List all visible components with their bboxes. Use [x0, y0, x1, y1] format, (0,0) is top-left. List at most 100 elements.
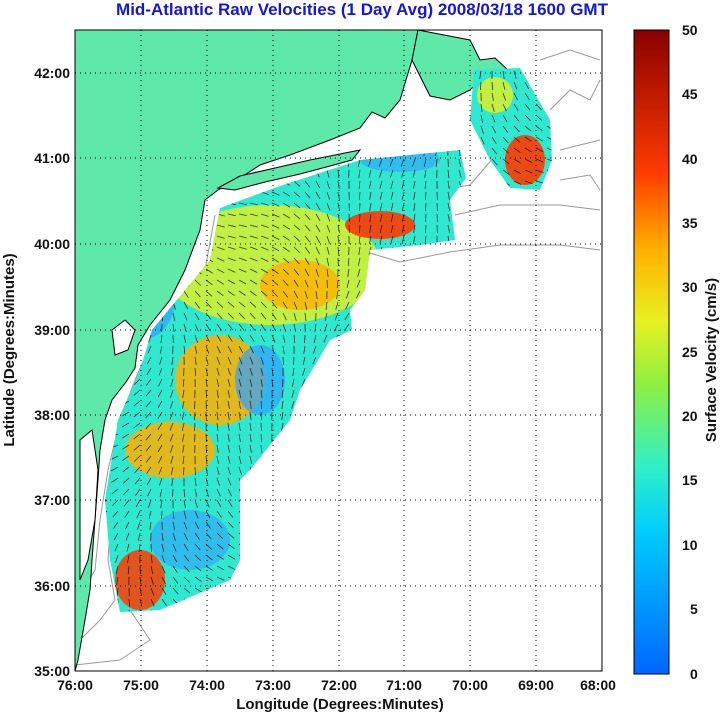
velocity-arrow: [293, 279, 299, 287]
velocity-arrow: [183, 554, 190, 562]
velocity-arrow: [172, 323, 175, 332]
velocity-arrow: [369, 202, 372, 211]
velocity-arrow: [281, 400, 284, 409]
velocity-arrow: [249, 213, 258, 217]
x-tick: 73:00: [255, 677, 291, 693]
velocity-arrow: [326, 224, 331, 233]
velocity-arrow: [194, 400, 196, 410]
velocity-arrow: [194, 499, 198, 508]
velocity-arrow: [183, 312, 188, 321]
velocity-arrow: [304, 312, 307, 321]
velocity-arrow: [271, 334, 276, 343]
colorbar-tick: 25: [682, 344, 698, 360]
velocity-arrow: [125, 521, 130, 530]
velocity-arrow: [216, 499, 222, 508]
velocity-arrow: [491, 114, 496, 123]
x-tick: 68:00: [580, 677, 616, 693]
velocity-arrow: [183, 334, 186, 343]
velocity-arrow: [435, 158, 438, 168]
velocity-arrow: [293, 312, 297, 321]
velocity-arrow: [343, 323, 350, 331]
velocity-arrow: [291, 389, 295, 398]
velocity-arrow: [216, 224, 225, 228]
velocity-arrow: [216, 235, 225, 239]
velocity-arrow: [357, 268, 361, 277]
velocity-arrow: [282, 268, 290, 275]
velocity-arrow: [205, 543, 213, 550]
velocity-arrow: [183, 499, 186, 508]
velocity-arrow: [249, 455, 253, 464]
velocity-arrow: [513, 92, 518, 101]
velocity-arrow: [401, 224, 405, 233]
velocity-arrow: [150, 576, 154, 585]
velocity-arrow: [390, 202, 394, 211]
velocity-arrow: [425, 224, 427, 234]
velocity-arrow: [390, 213, 394, 222]
velocity-arrow: [546, 125, 552, 131]
velocity-arrow: [157, 400, 163, 409]
velocity-arrow: [249, 334, 255, 343]
velocity-arrow: [304, 235, 311, 243]
velocity-arrow: [413, 224, 416, 233]
velocity-arrow: [133, 422, 141, 429]
velocity-arrow: [412, 169, 416, 178]
velocity-arrow: [379, 191, 383, 200]
velocity-arrow: [146, 367, 152, 376]
velocity-arrow: [194, 532, 200, 540]
velocity-arrow: [182, 378, 185, 387]
velocity-arrow: [502, 136, 509, 144]
velocity-arrow: [134, 466, 141, 474]
velocity-arrow: [133, 455, 141, 462]
velocity-arrow: [304, 257, 310, 266]
velocity-arrow: [535, 114, 543, 121]
velocity-arrow: [238, 268, 247, 273]
velocity-arrow: [146, 466, 152, 474]
velocity-arrow: [150, 554, 153, 563]
velocity-arrow: [216, 389, 219, 398]
velocity-arrow: [260, 433, 263, 443]
velocity-arrow: [227, 312, 234, 319]
velocity-arrow: [172, 565, 178, 573]
y-tick: 39:00: [34, 322, 70, 338]
colorbar-ticks: 50 45 40 35 30 25 20 15 10 5 0: [682, 22, 698, 682]
velocity-arrow: [260, 411, 262, 421]
plot-frame: [74, 29, 603, 672]
velocity-arrow: [335, 301, 339, 310]
velocity-arrow: [293, 356, 295, 366]
velocity-arrow: [159, 356, 163, 365]
velocity-arrow: [216, 290, 224, 297]
velocity-arrow: [326, 268, 329, 277]
velocity-arrow: [315, 290, 318, 299]
velocity-arrow: [546, 147, 552, 152]
velocity-arrow: [425, 191, 427, 201]
x-tick: 70:00: [452, 677, 488, 693]
velocity-arrow: [194, 543, 201, 551]
velocity-arrow: [238, 235, 247, 239]
velocity-arrow: [115, 554, 119, 563]
velocity-arrow: [358, 180, 361, 189]
velocity-arrow: [369, 224, 372, 233]
velocity-arrow: [293, 246, 300, 253]
velocity-arrow: [238, 378, 242, 387]
velocity-arrow: [357, 158, 361, 167]
velocity-arrow: [227, 290, 235, 296]
land-mass: [75, 30, 419, 671]
velocity-arrow: [535, 169, 544, 173]
velocity-arrow: [227, 422, 230, 431]
velocity-arrow: [369, 235, 372, 244]
velocity-arrow: [170, 378, 174, 387]
velocity-arrow: [227, 477, 232, 486]
velocity-arrow: [205, 367, 208, 376]
velocity-arrow: [133, 433, 141, 440]
velocity-arrow: [110, 455, 119, 460]
velocity-arrow: [205, 510, 211, 519]
velocity-arrow: [524, 81, 530, 90]
velocity-arrow: [205, 532, 212, 540]
velocity-arrow: [524, 147, 533, 153]
velocity-arrow: [183, 290, 189, 298]
velocity-arrow: [172, 576, 179, 584]
velocity-arrow: [379, 169, 383, 178]
velocity-arrow: [282, 279, 289, 287]
colorbar-tick: 15: [682, 472, 698, 488]
velocity-arrow: [216, 422, 219, 431]
